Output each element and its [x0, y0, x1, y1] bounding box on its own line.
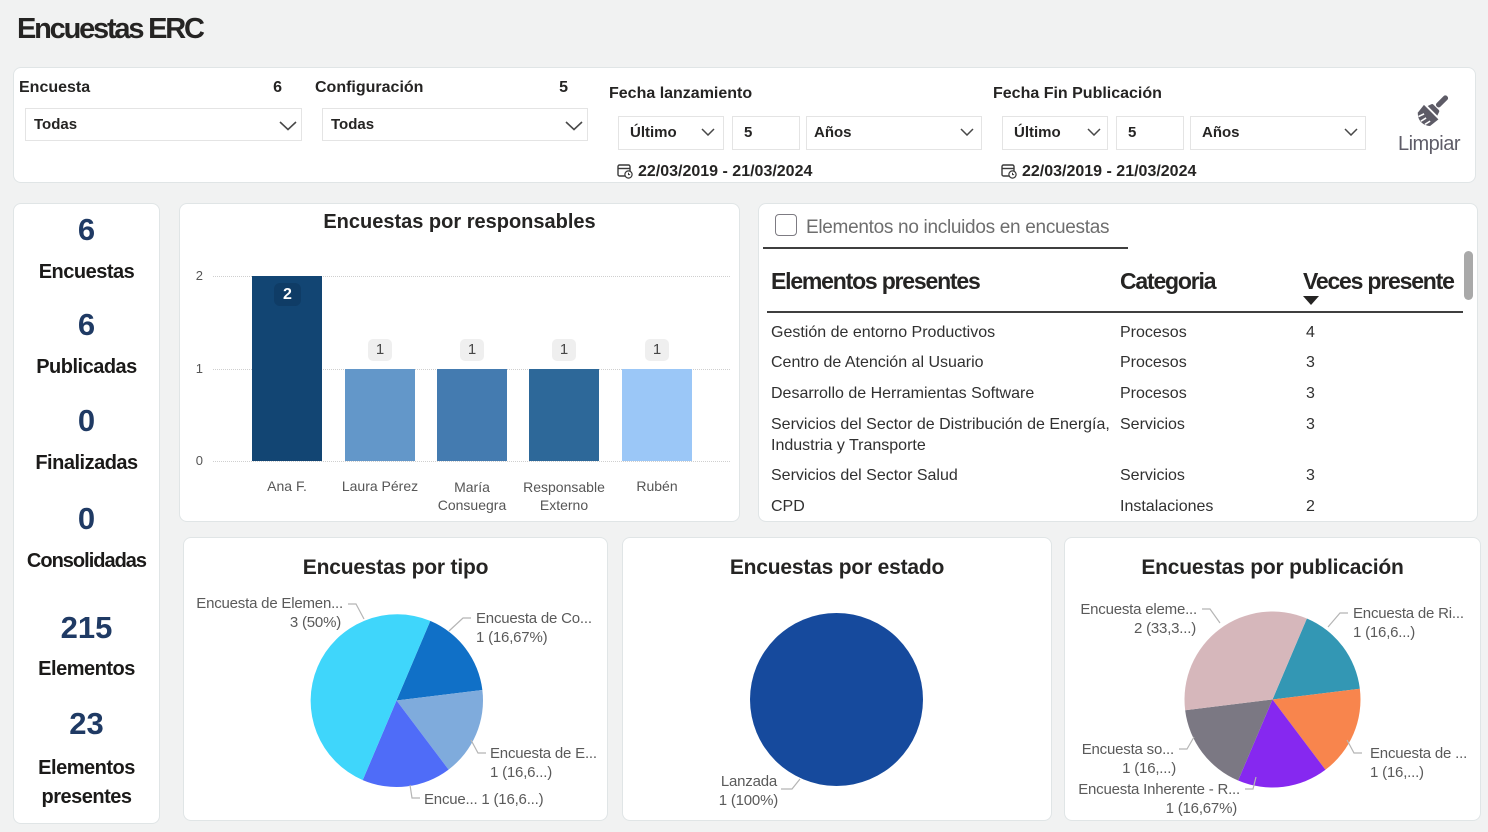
svg-text:Encuesta eleme...: Encuesta eleme... — [1080, 601, 1197, 618]
svg-text:1 (16,...): 1 (16,...) — [1370, 764, 1424, 781]
svg-text:Encuesta de Elemen...: Encuesta de Elemen... — [196, 595, 343, 612]
svg-text:1 (16,...): 1 (16,...) — [1122, 760, 1176, 777]
svg-text:1 (100%): 1 (100%) — [719, 792, 778, 809]
svg-text:1 (16,6...): 1 (16,6...) — [490, 764, 552, 781]
svg-text:Encuesta de Ri...: Encuesta de Ri... — [1353, 605, 1464, 622]
svg-text:Encue... 1 (16,6...): Encue... 1 (16,6...) — [424, 791, 544, 808]
svg-text:Encuesta Inherente - R...: Encuesta Inherente - R... — [1078, 781, 1240, 798]
svg-text:Encuesta de ...: Encuesta de ... — [1370, 745, 1467, 762]
svg-text:Encuesta de Co...: Encuesta de Co... — [476, 610, 592, 627]
svg-text:Encuesta de E...: Encuesta de E... — [490, 745, 597, 762]
svg-text:3 (50%): 3 (50%) — [290, 614, 341, 631]
svg-text:1 (16,67%): 1 (16,67%) — [1166, 800, 1238, 817]
svg-text:Lanzada: Lanzada — [721, 773, 778, 790]
svg-text:1 (16,6...): 1 (16,6...) — [1353, 624, 1415, 641]
svg-text:Encuesta so...: Encuesta so... — [1082, 741, 1174, 758]
svg-text:1 (16,67%): 1 (16,67%) — [476, 629, 548, 646]
svg-text:2 (33,3...): 2 (33,3...) — [1134, 620, 1196, 637]
